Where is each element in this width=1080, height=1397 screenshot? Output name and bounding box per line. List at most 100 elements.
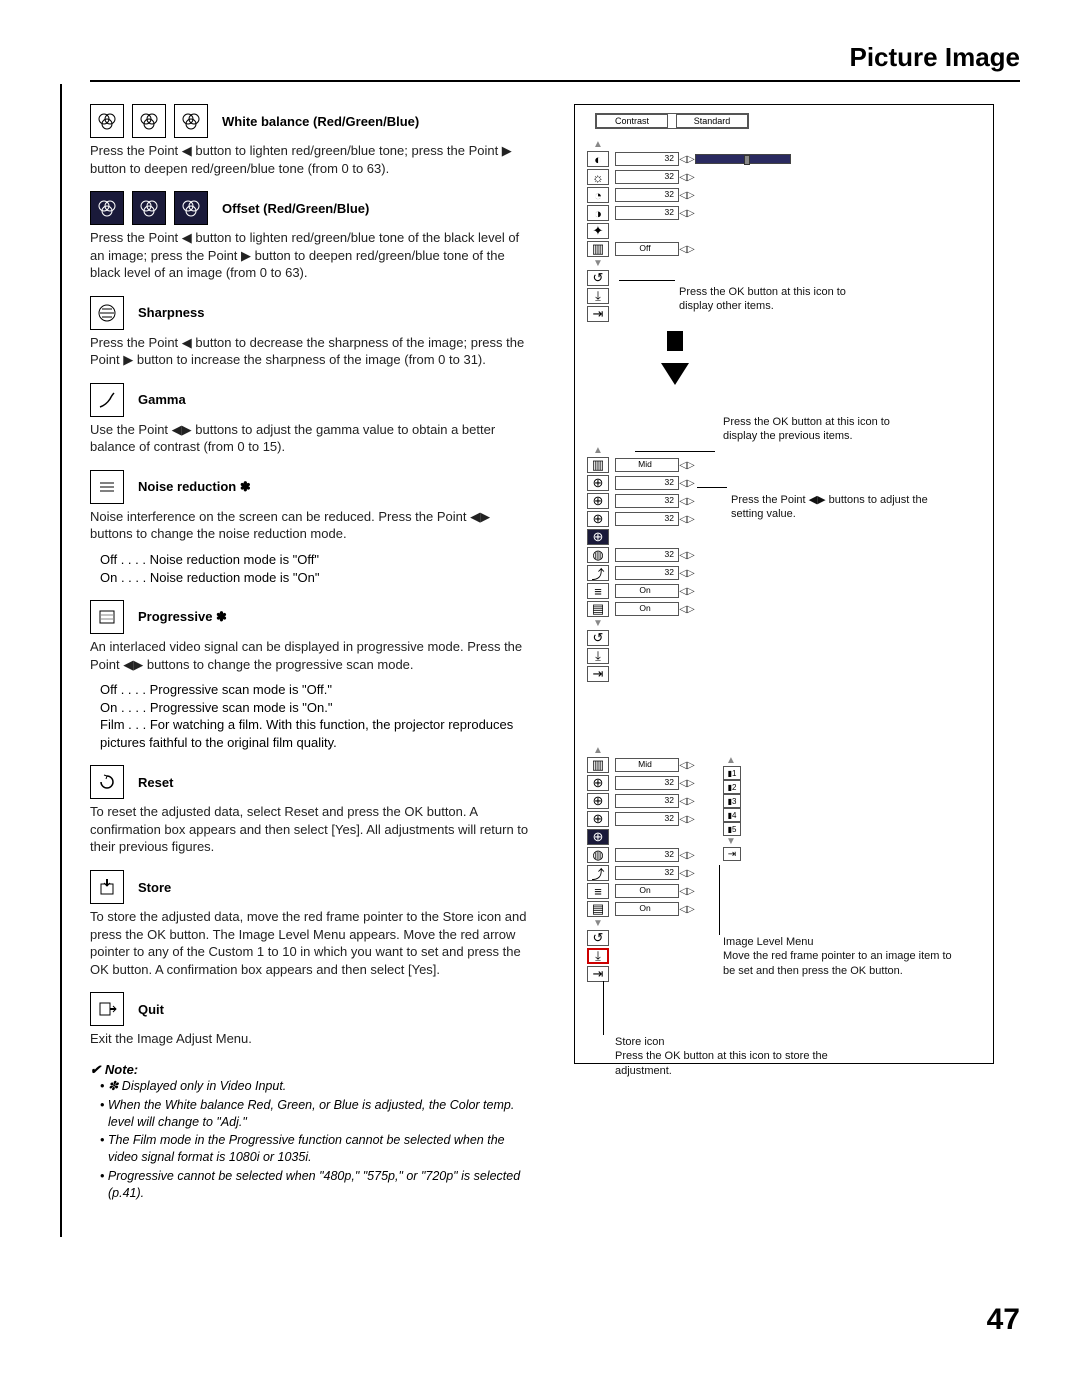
prog-opt-off: Off . . . . Progressive scan mode is "Of…	[100, 681, 530, 699]
reset-icon	[90, 765, 124, 799]
p3-val: 32	[615, 776, 679, 790]
callout-4: Image Level Menu Move the red frame poin…	[723, 935, 953, 978]
osd-header-left: Contrast	[596, 114, 668, 128]
note-item: • ✽ Displayed only in Video Input.	[100, 1078, 530, 1095]
wb-g-icon: ⊕	[587, 793, 609, 809]
leader	[635, 451, 715, 452]
sharpness-heading: Sharpness	[138, 305, 204, 320]
wb-b-icon: ⊕	[587, 811, 609, 827]
wb-heading: White balance (Red/Green/Blue)	[222, 114, 419, 129]
gamma-heading: Gamma	[138, 392, 186, 407]
progressive-heading: Progressive ✽	[138, 609, 227, 625]
p2-val: 32	[615, 512, 679, 526]
progressive-icon	[90, 600, 124, 634]
colortemp-icon: ▥	[587, 757, 609, 773]
p3-val: 32	[615, 794, 679, 808]
header-rule	[90, 80, 1020, 82]
wb-g-icon: ⊕	[587, 493, 609, 509]
gamma-mini-icon: ⤴	[587, 565, 609, 581]
p1-val: Off	[615, 242, 679, 256]
offset-red-icon	[90, 191, 124, 225]
p3-val: 32	[615, 866, 679, 880]
big-arrow-stem	[667, 331, 683, 351]
quit-mini-icon: ⇥	[587, 666, 609, 682]
store-heading: Store	[138, 880, 171, 895]
gamma-icon	[90, 383, 124, 417]
image-level-menu: ▲ ▮1 ▮2 ▮3 ▮4 ▮5 ▼ ⇥	[723, 755, 747, 861]
p2-val: 32	[615, 566, 679, 580]
offset-mini-icon: ⊕	[587, 829, 609, 845]
colortemp-icon: ▥	[587, 241, 609, 257]
quit-body: Exit the Image Adjust Menu.	[90, 1030, 530, 1048]
callout-3: Press the Point ◀▶ buttons to adjust the…	[731, 493, 931, 522]
sharpness-body: Press the Point ◀ button to decrease the…	[90, 334, 530, 369]
noise-opt-off: Off . . . . Noise reduction mode is "Off…	[100, 551, 530, 569]
offset-body: Press the Point ◀ button to lighten red/…	[90, 229, 530, 282]
p3-val: Mid	[615, 758, 679, 772]
sharpness-icon	[90, 296, 124, 330]
brightness-icon: ☼	[587, 169, 609, 185]
p1-val: 32	[615, 152, 679, 166]
store-icon	[90, 870, 124, 904]
wb-blue-icon	[174, 104, 208, 138]
level-item: ▮3	[723, 794, 741, 808]
offset-mini-icon: ⊕	[587, 529, 609, 545]
callout-2: Press the OK button at this icon to disp…	[723, 415, 923, 444]
wb-b-icon: ⊕	[587, 511, 609, 527]
noise-mini-icon: ≡	[587, 583, 609, 599]
offset-green-icon	[132, 191, 166, 225]
quit-mini-icon: ⇥	[587, 306, 609, 322]
noise-body: Noise interference on the screen can be …	[90, 508, 530, 543]
store-mini-icon: ⤓	[587, 288, 609, 304]
page-title: Picture Image	[849, 42, 1020, 73]
p2-val: 32	[615, 494, 679, 508]
offset-blue-icon	[174, 191, 208, 225]
prog-mini-icon: ▤	[587, 901, 609, 917]
p2-val: On	[615, 584, 679, 598]
p2-val: Mid	[615, 458, 679, 472]
p3-val: 32	[615, 848, 679, 862]
quit-heading: Quit	[138, 1002, 164, 1017]
wb-r-icon: ⊕	[587, 475, 609, 491]
sharp-mini-icon: ◍	[587, 847, 609, 863]
leader	[603, 981, 604, 1035]
p1-val: 32	[615, 188, 679, 202]
quit-icon	[90, 992, 124, 1026]
p1-val: 32	[615, 206, 679, 220]
level-quit-icon: ⇥	[723, 847, 741, 861]
noise-icon	[90, 470, 124, 504]
gamma-mini-icon: ⤴	[587, 865, 609, 881]
side-rule	[60, 84, 62, 1237]
iris-icon: ✦	[587, 223, 609, 239]
callout-1: Press the OK button at this icon to disp…	[679, 285, 869, 314]
note-item: • Progressive cannot be selected when "4…	[100, 1168, 530, 1202]
wb-green-icon	[132, 104, 166, 138]
note-item: • The Film mode in the Progressive funct…	[100, 1132, 530, 1166]
left-column: White balance (Red/Green/Blue) Press the…	[90, 104, 530, 1204]
prog-mini-icon: ▤	[587, 601, 609, 617]
colortemp-icon: ▥	[587, 457, 609, 473]
prog-opt-on: On . . . . Progressive scan mode is "On.…	[100, 699, 530, 717]
progressive-body: An interlaced video signal can be displa…	[90, 638, 530, 673]
wb-r-icon: ⊕	[587, 775, 609, 791]
offset-heading: Offset (Red/Green/Blue)	[222, 201, 369, 216]
gamma-body: Use the Point ◀▶ buttons to adjust the g…	[90, 421, 530, 456]
level-item: ▮4	[723, 808, 741, 822]
reset-heading: Reset	[138, 775, 173, 790]
osd-figure: Contrast Standard ▲ ◐32◁▷ ☼32◁▷ ◔32◁▷ ◑3…	[574, 104, 994, 1064]
p3-val: On	[615, 884, 679, 898]
contrast-icon: ◐	[587, 151, 609, 167]
p2-val: 32	[615, 476, 679, 490]
prog-opt-film: Film . . . For watching a film. With thi…	[100, 716, 530, 751]
leader	[719, 865, 720, 935]
noise-mini-icon: ≡	[587, 883, 609, 899]
note-item: • When the White balance Red, Green, or …	[100, 1097, 530, 1131]
wb-red-icon	[90, 104, 124, 138]
level-item: ▮5	[723, 822, 741, 836]
note-list: • ✽ Displayed only in Video Input. • Whe…	[100, 1078, 530, 1202]
reset-mini-icon: ↺	[587, 270, 609, 286]
big-arrow-icon	[661, 363, 689, 385]
osd-header-right: Standard	[676, 114, 748, 128]
level-item: ▮1	[723, 766, 741, 780]
leader	[619, 280, 675, 281]
